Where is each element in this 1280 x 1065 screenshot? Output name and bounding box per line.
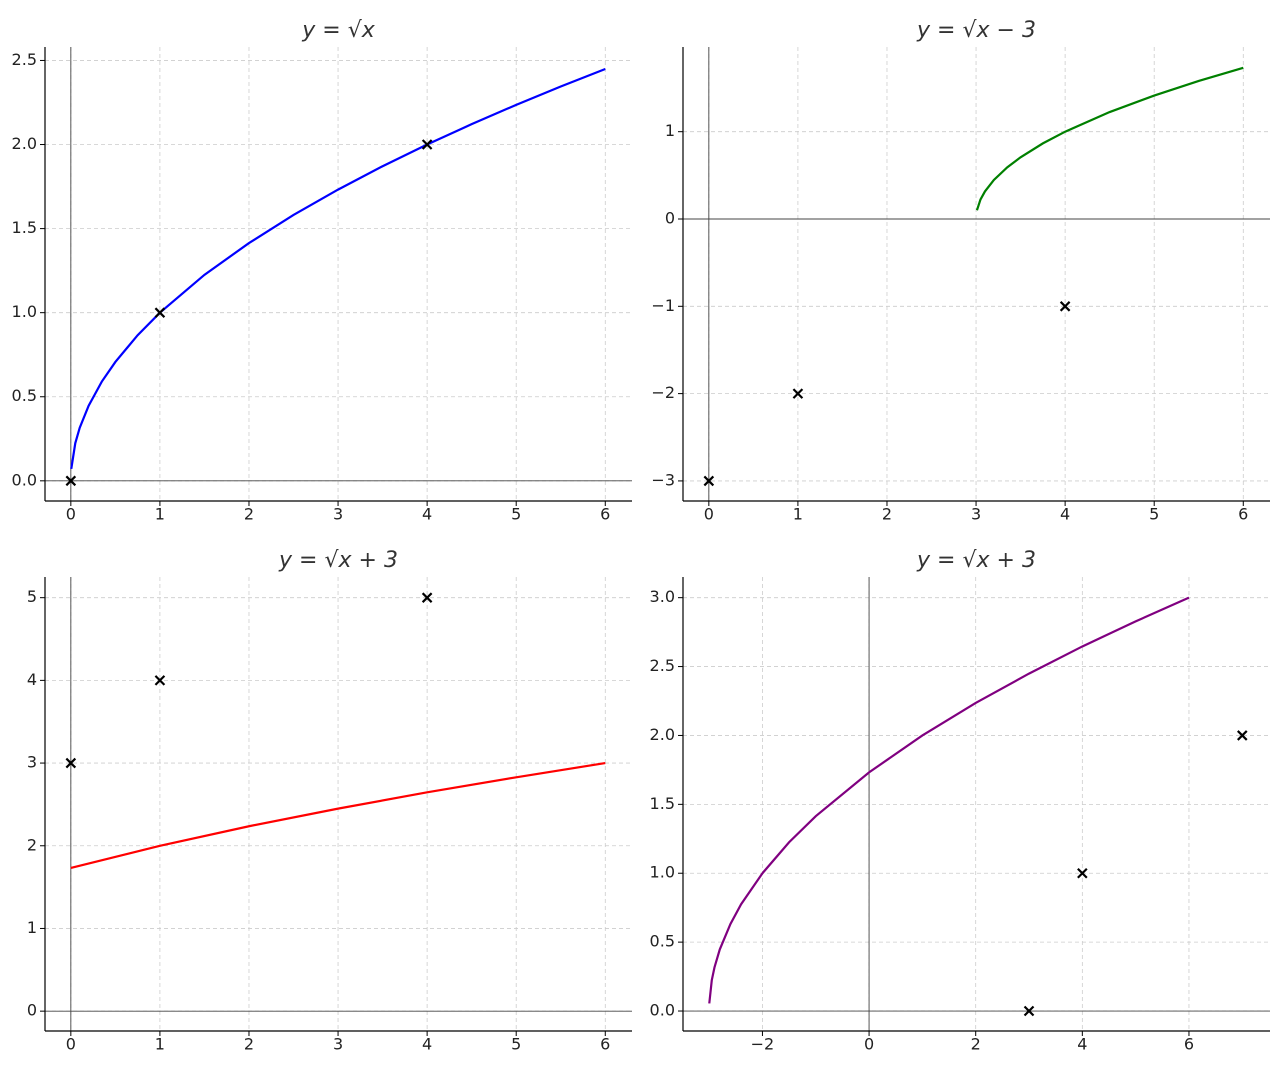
y-tick-label: 1 (27, 918, 37, 937)
marker (1237, 730, 1248, 741)
x-tick-label: 2 (882, 505, 892, 524)
y-tick-label: 0.0 (650, 1001, 675, 1020)
y-tick-label: 2.0 (12, 134, 37, 153)
curve (708, 596, 1190, 1004)
curve (70, 761, 606, 869)
x-tick-label: 6 (600, 1035, 610, 1054)
y-tick-label: 0 (27, 1001, 37, 1020)
y-tick-label: 2 (27, 835, 37, 854)
marker (154, 675, 166, 686)
marker (65, 475, 77, 487)
chart-title: y = √x − 3 (916, 18, 1036, 43)
x-tick-label: 0 (704, 505, 714, 524)
y-tick-label: 0.0 (12, 470, 37, 489)
y-tick-label: 2.0 (650, 725, 675, 744)
y-tick-label: −2 (651, 383, 675, 402)
curve (975, 66, 1244, 211)
x-tick-label: 2 (244, 505, 254, 524)
marker (703, 475, 715, 487)
marker (1023, 1005, 1035, 1017)
y-tick-label: 1.0 (12, 302, 37, 321)
x-tick-label: 3 (333, 1035, 343, 1054)
x-tick-label: −2 (751, 1035, 775, 1054)
marker (421, 592, 433, 603)
y-tick-label: 0.5 (12, 386, 37, 405)
x-tick-label: 1 (155, 505, 165, 524)
x-tick-label: 6 (600, 505, 610, 524)
x-tick-label: 5 (511, 1035, 521, 1054)
y-tick-label: 1.5 (12, 218, 37, 237)
x-tick-label: 2 (971, 1035, 981, 1054)
chart-title: y = √x + 3 (916, 548, 1036, 573)
marker (65, 757, 77, 769)
y-tick-label: 2.5 (12, 50, 37, 69)
y-tick-label: 1 (665, 121, 675, 140)
x-tick-label: 2 (244, 1035, 254, 1054)
marker (154, 307, 166, 318)
x-tick-label: 0 (864, 1035, 874, 1054)
y-tick-label: 4 (27, 670, 37, 689)
x-tick-label: 3 (971, 505, 981, 524)
x-tick-label: 1 (793, 505, 803, 524)
x-tick-label: 1 (155, 1035, 165, 1054)
y-tick-label: −1 (651, 296, 675, 315)
x-tick-label: 3 (333, 505, 343, 524)
y-tick-label: 0.5 (650, 932, 675, 951)
x-tick-label: 0 (66, 505, 76, 524)
x-tick-label: 0 (66, 1035, 76, 1054)
marker (1077, 867, 1088, 879)
chart-title: y = √x (301, 18, 375, 43)
x-tick-label: 4 (1077, 1035, 1087, 1054)
x-tick-label: 4 (422, 1035, 432, 1054)
marker (1059, 301, 1071, 312)
chart-title: y = √x + 3 (278, 548, 398, 573)
y-tick-label: −3 (651, 470, 675, 489)
y-tick-label: 2.5 (650, 656, 675, 675)
x-tick-label: 5 (1149, 505, 1159, 524)
y-tick-label: 3.0 (650, 587, 675, 606)
curve (70, 68, 606, 470)
marker (792, 388, 804, 399)
x-tick-label: 4 (422, 505, 432, 524)
y-tick-label: 1.5 (650, 794, 675, 813)
y-tick-label: 1.0 (650, 863, 675, 882)
y-tick-label: 3 (27, 753, 37, 772)
y-tick-label: 0 (665, 208, 675, 227)
x-tick-label: 5 (511, 505, 521, 524)
x-tick-label: 6 (1184, 1035, 1194, 1054)
y-tick-label: 5 (27, 587, 37, 606)
marker (421, 139, 433, 150)
x-tick-label: 6 (1238, 505, 1248, 524)
x-tick-label: 4 (1060, 505, 1070, 524)
